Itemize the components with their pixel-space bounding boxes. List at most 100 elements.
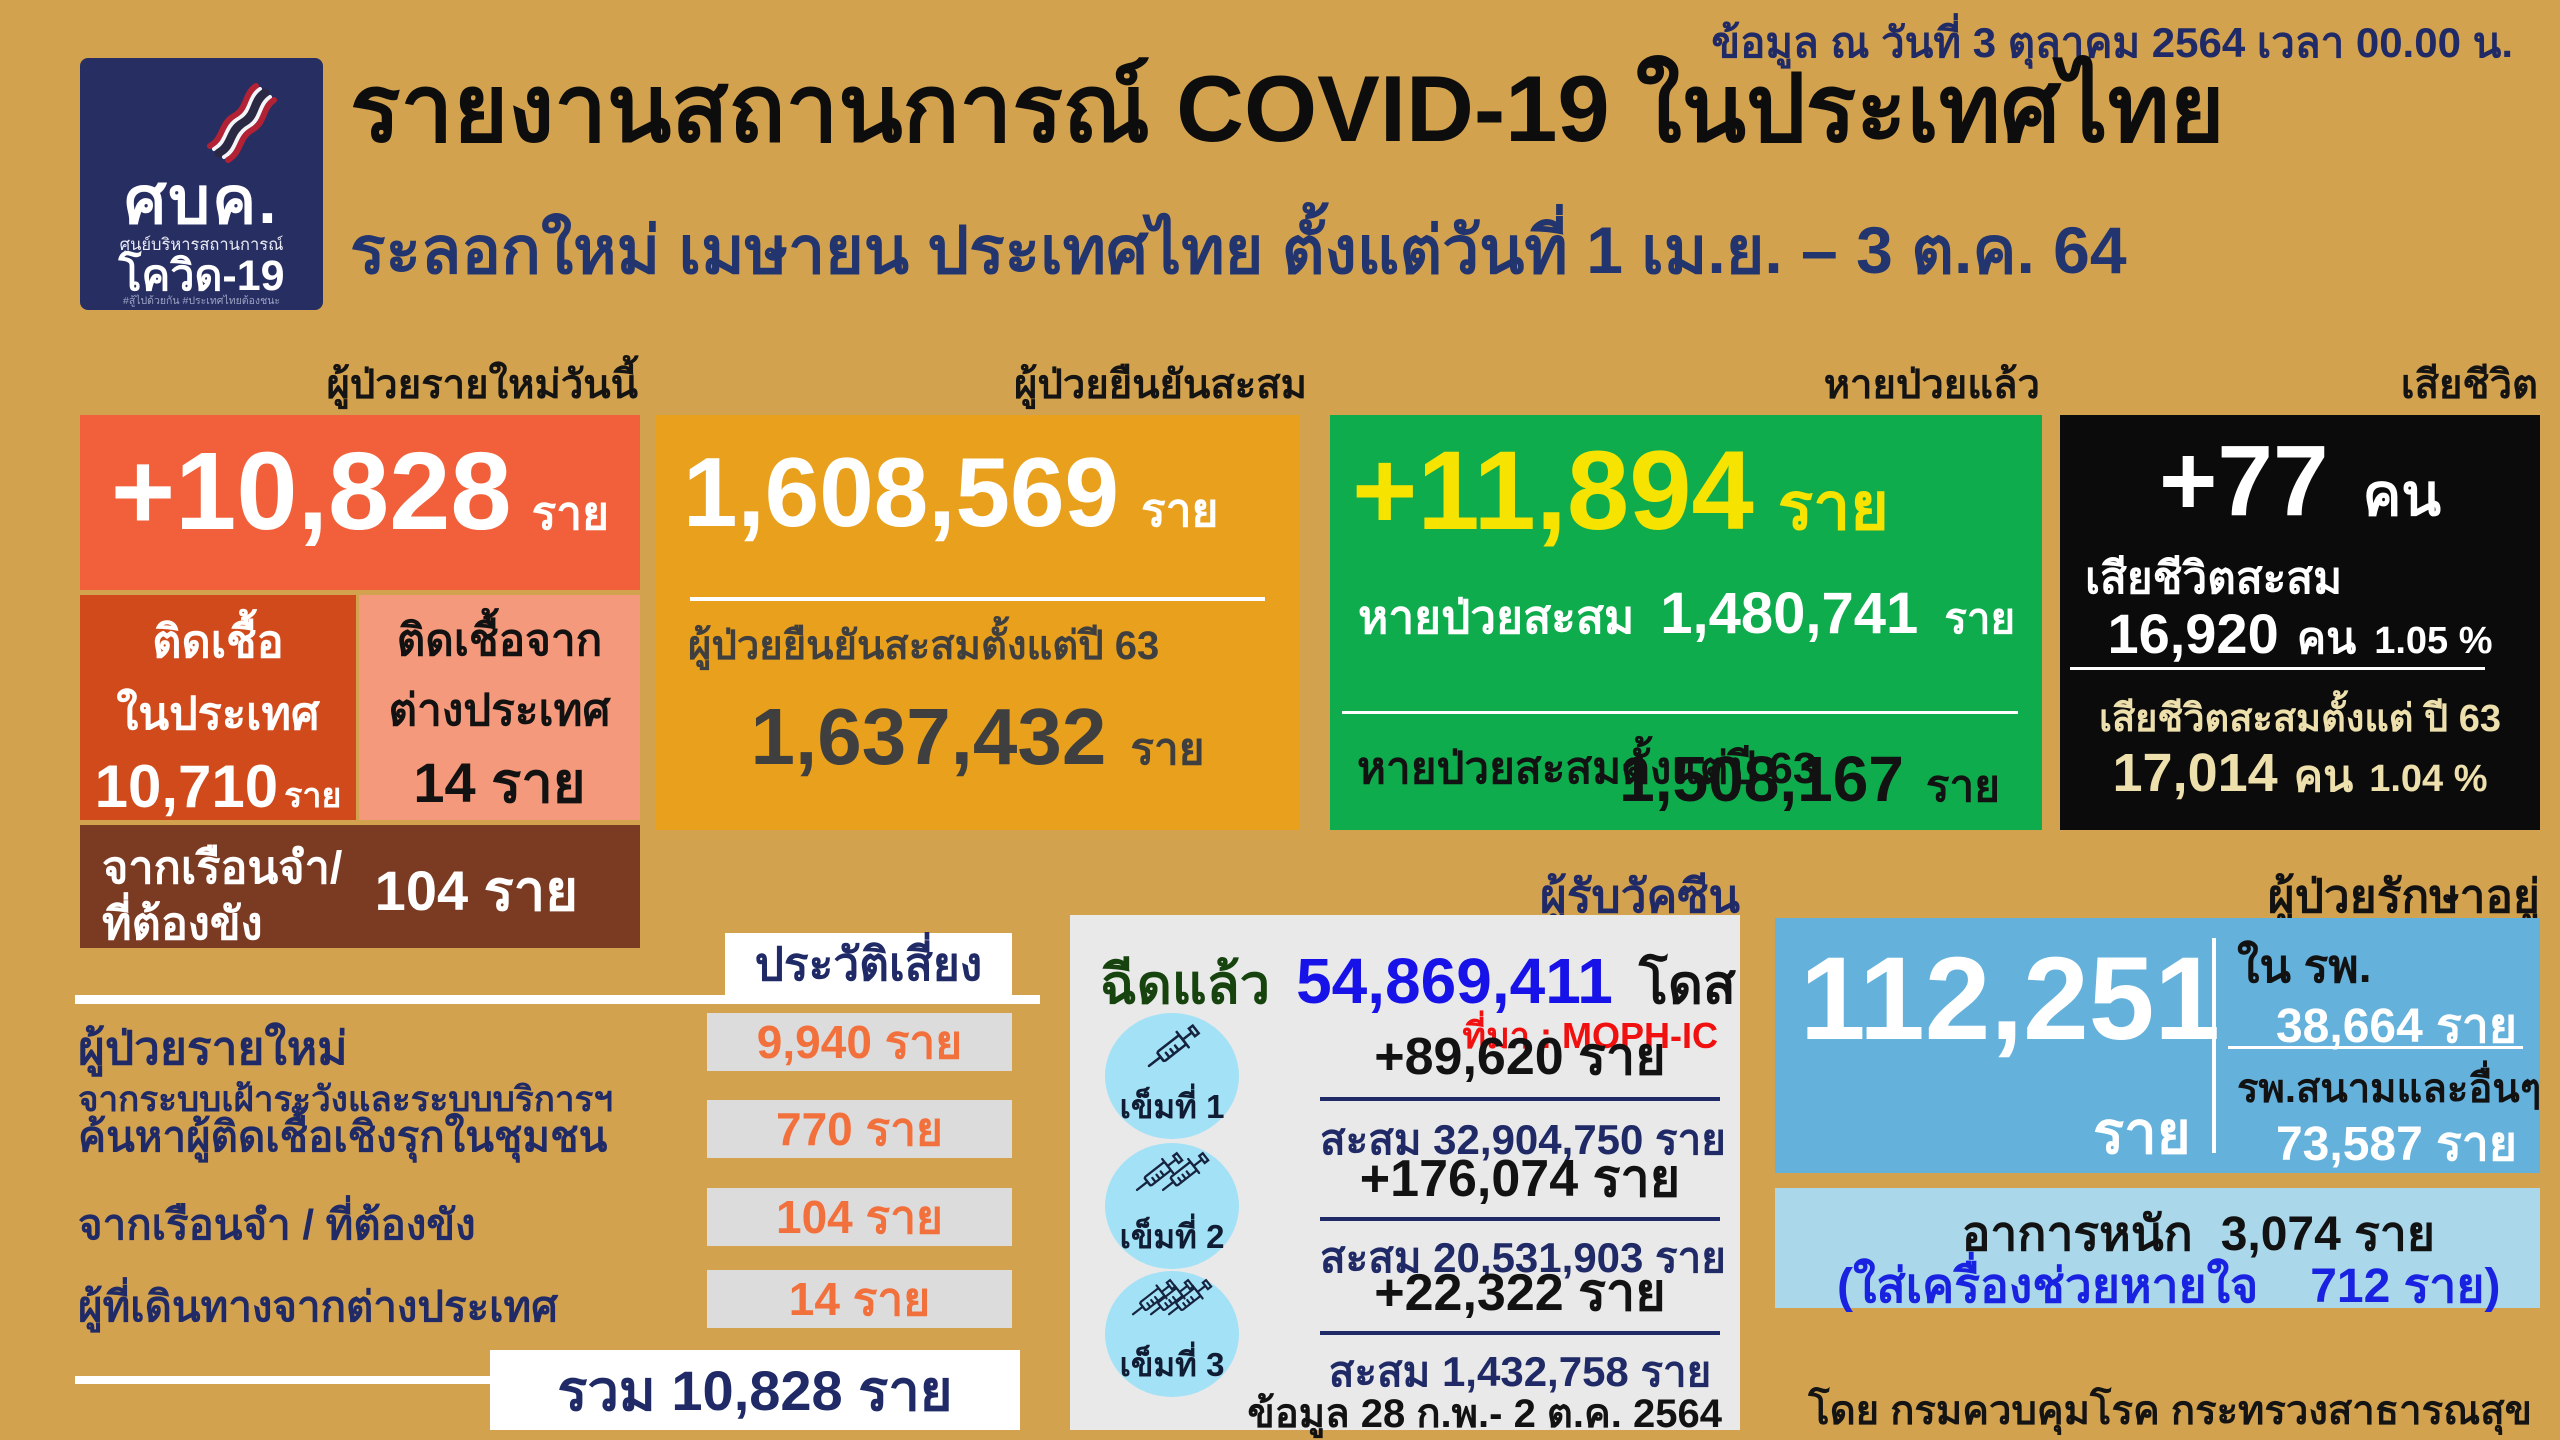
new-cases-unit: ราย bbox=[531, 487, 610, 539]
recovered-since63-unit: ราย bbox=[1925, 762, 2000, 811]
recovered-since63-value: 1,508,167 bbox=[1619, 743, 1904, 815]
active-field-value: 73,587 ราย bbox=[2275, 1118, 2517, 1171]
deaths-cum-value: 16,920 bbox=[2107, 602, 2279, 665]
risk-row-2-value-box: 770 ราย bbox=[707, 1100, 1012, 1158]
cumulative-unit: ราย bbox=[1140, 484, 1219, 536]
page-title: รายงานสถานการณ์ COVID-19 ในประเทศไทย bbox=[350, 56, 2225, 161]
deaths-since63-unit: คน bbox=[2293, 752, 2354, 801]
ventilator-label: (ใส่เครื่องช่วยหายใจ bbox=[1837, 1260, 2259, 1313]
domestic-cases-box: ติดเชื้อ ในประเทศ 10,710 ราย bbox=[80, 595, 356, 820]
recovered-since63-label: หายป่วยสะสมตั้งแต่ปี 63 bbox=[1357, 744, 1818, 793]
dose3-label: เข็มที่ 3 bbox=[1119, 1346, 1225, 1383]
domestic-label-1: ติดเชื้อ bbox=[152, 616, 284, 667]
risk-row-1-value: 9,940 ราย bbox=[756, 1015, 963, 1068]
dose3-cum: สะสม 1,432,758 ราย bbox=[1328, 1348, 1712, 1395]
imported-value: 14 ราย bbox=[413, 751, 586, 814]
cumulative-since63-unit: ราย bbox=[1130, 725, 1205, 774]
vaccine-injected-value: 54,869,411 bbox=[1296, 945, 1613, 1017]
active-value: 112,251 bbox=[1800, 933, 2221, 1065]
risk-row-3-value-box: 104 ราย bbox=[707, 1188, 1012, 1246]
active-vertical-divider bbox=[2212, 938, 2216, 1153]
vaccine-period: ข้อมูล 28 ก.พ.- 2 ต.ค. 2564 bbox=[1247, 1392, 1722, 1436]
dose2-label: เข็มที่ 2 bbox=[1119, 1218, 1225, 1255]
dose3-new: +22,322 ราย bbox=[1374, 1264, 1666, 1322]
active-header: ผู้ป่วยรักษาอยู่ bbox=[2267, 870, 2540, 922]
deaths-divider bbox=[2070, 667, 2485, 670]
recovered-card: +11,894 ราย หายป่วยสะสม 1,480,741 ราย หา… bbox=[1330, 415, 2042, 830]
prison-value: 104 ราย bbox=[374, 859, 578, 922]
prison-cases-box: จากเรือนจำ/ ที่ต้องขัง 104 ราย bbox=[80, 825, 640, 949]
recovered-unit: ราย bbox=[1777, 469, 1889, 543]
thai-flag-ribbon-icon bbox=[198, 72, 282, 177]
dose2-new: +176,074 ราย bbox=[1359, 1150, 1681, 1208]
cumulative-value: 1,608,569 bbox=[683, 437, 1119, 547]
imported-cases-box: ติดเชื้อจาก ต่างประเทศ 14 ราย bbox=[359, 595, 640, 820]
ventilator-value: 712 ราย) bbox=[2310, 1260, 2501, 1313]
cumulative-header: ผู้ป่วยยืนยันสะสม bbox=[1014, 363, 1307, 407]
logo-org-fullname: ศูนย์บริหารสถานการณ์ bbox=[119, 236, 284, 254]
active-right-divider bbox=[2228, 1046, 2523, 1049]
risk-row-2-value: 770 ราย bbox=[775, 1102, 944, 1155]
deaths-since63-value: 17,014 bbox=[2112, 743, 2278, 803]
risk-row-1-sublabel: จากระบบเฝ้าระวังและระบบบริการฯ bbox=[78, 1080, 613, 1119]
dose1-cum: สะสม 32,904,750 ราย bbox=[1320, 1116, 1726, 1163]
risk-row-4-value-box: 14 ราย bbox=[707, 1270, 1012, 1328]
risk-total-line bbox=[75, 1376, 490, 1384]
severe-card: อาการหนัก 3,074 ราย (ใส่เครื่องช่วยหายใจ… bbox=[1775, 1188, 2540, 1313]
logo-org-abbr: ศบค. bbox=[124, 163, 279, 237]
dose1-circle: เข็มที่ 1 bbox=[1105, 1013, 1239, 1139]
active-hospital-value: 38,664 ราย bbox=[2275, 1000, 2517, 1053]
deaths-card: +77 คน เสียชีวิตสะสม 16,920 คน 1.05 % เส… bbox=[2060, 415, 2540, 830]
vaccine-panel: ฉีดแล้ว 54,869,411 โดส ที่มา : MOPH-IC เ… bbox=[1070, 915, 1740, 1436]
imported-label-1: ติดเชื้อจาก bbox=[396, 616, 603, 665]
as-of-date: ข้อมูล ณ วันที่ 3 ตุลาคม 2564 เวลา 00.00… bbox=[1711, 19, 2513, 66]
page-subtitle: ระลอกใหม่ เมษายน ประเทศไทย ตั้งแต่วันที่… bbox=[350, 213, 2127, 287]
severe-label: อาการหนัก bbox=[1961, 1208, 2193, 1261]
logo-hashtags: #สู้ไปด้วยกัน #ประเทศไทยต้องชนะ bbox=[122, 295, 281, 307]
risk-row-2-label: ค้นหาผู้ติดเชื้อเชิงรุกในชุมชน bbox=[78, 1113, 608, 1160]
recovered-cum-label: หายป่วยสะสม bbox=[1358, 591, 1635, 643]
vaccine-injected-unit: โดส bbox=[1638, 955, 1736, 1015]
cumulative-card: 1,608,569 ราย ผู้ป่วยยืนยันสะสมตั้งแต่ปี… bbox=[655, 415, 1300, 830]
recovered-divider bbox=[1342, 711, 2018, 714]
vaccine-injected-label: ฉีดแล้ว bbox=[1100, 955, 1271, 1015]
dose1-new: +89,620 ราย bbox=[1374, 1028, 1666, 1086]
logo-disease-name: โควิด-19 bbox=[118, 252, 285, 300]
cumulative-since63-value: 1,637,432 bbox=[750, 692, 1107, 781]
imported-label-2: ต่างประเทศ bbox=[388, 686, 611, 735]
deaths-since63-label: เสียชีวิตสะสมตั้งแต่ ปี 63 bbox=[2098, 698, 2501, 740]
risk-row-3-value: 104 ราย bbox=[775, 1190, 944, 1243]
deaths-unit: คน bbox=[2362, 463, 2442, 528]
dose1-label: เข็มที่ 1 bbox=[1119, 1088, 1225, 1125]
active-field-label: รพ.สนามและอื่นๆ bbox=[2237, 1067, 2542, 1111]
footer-credit: โดย กรมควบคุมโรค กระทรวงสาธารณสุข bbox=[1808, 1389, 2532, 1433]
recovered-header: หายป่วยแล้ว bbox=[1823, 363, 2040, 407]
deaths-cum-unit: คน bbox=[2296, 614, 2357, 663]
recovered-cum-unit: ราย bbox=[1944, 595, 2016, 642]
vaccine-source: ที่มา : MOPH-IC bbox=[1462, 1015, 1718, 1056]
vaccine-header: ผู้รับวัคซีน bbox=[1539, 870, 1740, 922]
ccsa-logo: ศบค. ศูนย์บริหารสถานการณ์ โควิด-19 #สู้ไ… bbox=[80, 58, 323, 310]
deaths-cum-label: เสียชีวิตสะสม bbox=[2085, 554, 2343, 603]
dose2-circle: เข็มที่ 2 bbox=[1105, 1143, 1239, 1269]
new-cases-header: ผู้ป่วยรายใหม่วันนี้ bbox=[326, 363, 638, 407]
risk-total-box: รวม 10,828 ราย bbox=[490, 1350, 1020, 1430]
risk-header: ประวัติเสี่ยง bbox=[754, 937, 983, 990]
risk-header-box: ประวัติเสี่ยง bbox=[725, 933, 1012, 995]
severe-value: 3,074 ราย bbox=[2220, 1208, 2435, 1261]
risk-top-line bbox=[75, 995, 1040, 1004]
deaths-since63-pct: 1.04 % bbox=[2369, 758, 2488, 800]
deaths-cum-pct: 1.05 % bbox=[2374, 620, 2493, 662]
domestic-unit: ราย bbox=[284, 777, 342, 815]
dose3-circle: เข็มที่ 3 bbox=[1105, 1271, 1239, 1397]
deaths-value: +77 bbox=[2158, 425, 2329, 537]
prison-label-1: จากเรือนจำ/ bbox=[102, 842, 343, 893]
cumulative-divider bbox=[690, 597, 1265, 601]
dose1-underline bbox=[1320, 1097, 1720, 1101]
active-unit: ราย bbox=[2093, 1101, 2191, 1166]
risk-row-3-label: จากเรือนจำ / ที่ต้องขัง bbox=[78, 1201, 476, 1248]
domestic-label-2: ในประเทศ bbox=[116, 688, 320, 739]
recovered-cum-value: 1,480,741 bbox=[1660, 581, 1919, 646]
risk-row-1-value-box: 9,940 ราย bbox=[707, 1013, 1012, 1071]
